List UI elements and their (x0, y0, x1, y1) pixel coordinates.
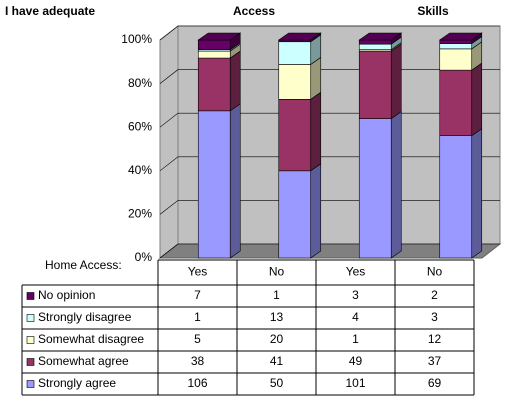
x-tick-label: No (427, 265, 443, 279)
bar-side (390, 43, 402, 120)
legend-key (26, 358, 35, 366)
x-axis-label: Home Access: (45, 258, 122, 272)
bar-segment (439, 43, 473, 50)
table-value: 7 (194, 288, 201, 302)
bar-side (310, 163, 322, 259)
legend-key (26, 314, 35, 322)
bar-segment (197, 39, 231, 51)
bar-segment (278, 170, 312, 259)
bar-segment (197, 110, 231, 259)
table-value: 69 (428, 376, 442, 390)
bar-side (229, 103, 241, 259)
table-value: 41 (270, 354, 284, 368)
table-value: 1 (352, 332, 359, 346)
table-value: 3 (352, 288, 359, 302)
table-value: 1 (194, 310, 201, 324)
bar-side (310, 91, 322, 172)
bar-segment (278, 41, 312, 65)
bar-segment (358, 43, 392, 50)
bar-segment (197, 50, 231, 59)
table-value: 13 (270, 310, 284, 324)
legend-label: Somewhat agree (38, 354, 129, 368)
table-value: 4 (352, 310, 359, 324)
bar-segment (197, 57, 231, 112)
x-tick-label: Yes (346, 265, 366, 279)
table-value: 50 (270, 376, 284, 390)
x-tick-label: Yes (188, 265, 208, 279)
table-value: 1 (273, 288, 280, 302)
table-value: 101 (345, 376, 365, 390)
bar-top (438, 32, 483, 41)
grid-line (159, 25, 500, 41)
bar-side (390, 111, 402, 259)
side-wall (159, 24, 179, 260)
bar-side (471, 62, 483, 137)
bar-segment (358, 50, 392, 119)
legend-key (26, 380, 35, 388)
table-value: 106 (187, 376, 207, 390)
table-value: 49 (349, 354, 363, 368)
bar-top (358, 32, 403, 41)
table-value: 20 (270, 332, 284, 346)
table-value: 2 (431, 288, 438, 302)
table-value: 12 (428, 332, 442, 346)
bar-segment (358, 118, 392, 259)
group-label: Skills (417, 4, 449, 18)
legend-key (26, 336, 35, 344)
group-label: Access (233, 4, 275, 18)
y-tick-label: 80% (128, 76, 152, 90)
legend-label: Somewhat disagree (38, 332, 144, 346)
bar-segment (278, 64, 312, 100)
bar-segment (278, 98, 312, 172)
bar-segment (439, 69, 473, 137)
bar-segment (439, 39, 473, 44)
table-value: 3 (431, 310, 438, 324)
table-value: 38 (191, 354, 205, 368)
legend-key (26, 292, 35, 300)
y-tick-label: 60% (128, 119, 152, 133)
table-value: 5 (194, 332, 201, 346)
bar-top (277, 32, 322, 41)
y-tick-label: 0% (135, 250, 153, 264)
table-value: 37 (428, 354, 442, 368)
bar-segment (358, 39, 392, 45)
legend-label: Strongly disagree (38, 310, 132, 324)
bar-side (229, 50, 241, 112)
bar-segment (439, 48, 473, 71)
bar-segment (439, 135, 473, 259)
bar-side (471, 128, 483, 259)
legend-label: No opinion (38, 288, 95, 302)
legend-label: Strongly agree (38, 376, 116, 390)
x-tick-label: No (269, 265, 285, 279)
chart-title: I have adequate (5, 4, 95, 18)
y-tick-label: 40% (128, 163, 152, 177)
y-tick-label: 100% (121, 32, 152, 46)
y-tick-label: 20% (128, 207, 152, 221)
bar-top (197, 32, 242, 41)
